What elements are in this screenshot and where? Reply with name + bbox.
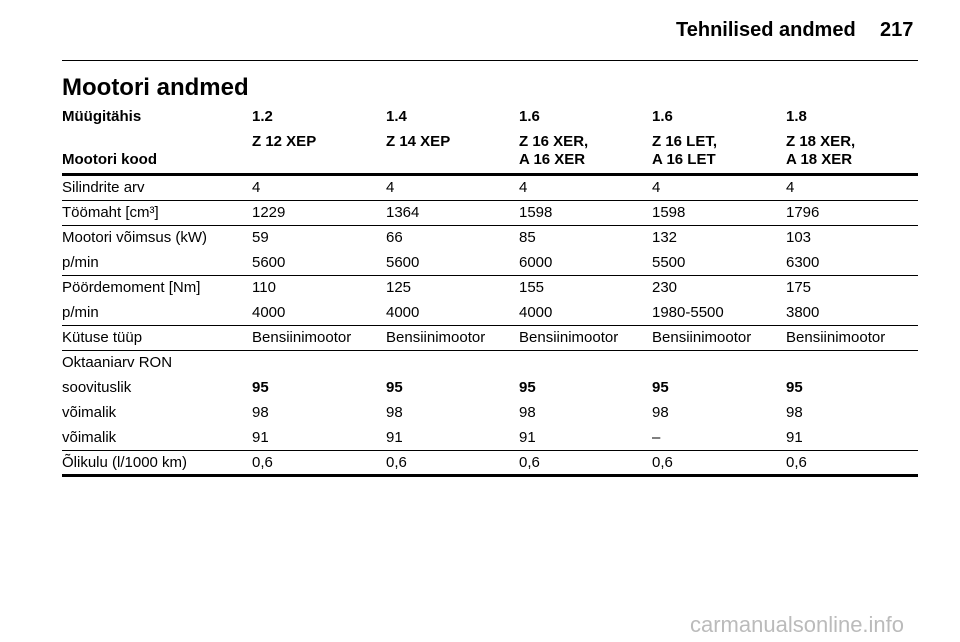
cell: 95 (252, 379, 269, 396)
header-rule (62, 60, 918, 61)
header-cell: 1.6 (519, 108, 540, 125)
page-number: 217 (880, 19, 914, 41)
header-cell: 1.8 (786, 108, 807, 125)
row-label: Pöördemoment [Nm] (62, 279, 201, 296)
cell: 95 (519, 379, 536, 396)
row-label: võimalik (62, 404, 117, 421)
cell: 4000 (386, 304, 420, 321)
header-cell: Z 16 XER, A 16 XER (519, 133, 589, 168)
cell: 5600 (252, 254, 286, 271)
cell: 1229 (252, 204, 286, 221)
cell: 4 (386, 179, 395, 196)
row-label: soovituslik (62, 379, 132, 396)
row-label: Mootori võimsus (kW) (62, 229, 208, 246)
cell: – (652, 429, 661, 446)
cell: 4000 (252, 304, 286, 321)
table-rule (62, 474, 918, 477)
cell: 175 (786, 279, 812, 296)
cell: 230 (652, 279, 678, 296)
cell: 98 (786, 404, 803, 421)
cell: 155 (519, 279, 545, 296)
cell: Bensiinimootor (652, 329, 752, 346)
cell: 1598 (652, 204, 686, 221)
watermark: carmanualsonline.info (690, 612, 905, 637)
cell: 1980-5500 (652, 304, 724, 321)
cell: 0,6 (786, 454, 807, 471)
cell: 95 (386, 379, 403, 396)
section-title: Mootori andmed (62, 74, 249, 101)
header-cell: Z 16 LET, A 16 LET (652, 133, 718, 168)
cell: 91 (786, 429, 803, 446)
cell: Bensiinimootor (386, 329, 486, 346)
cell: 3800 (786, 304, 820, 321)
cell: 91 (252, 429, 269, 446)
header-cell: 1.2 (252, 108, 273, 125)
table-rule (62, 200, 918, 201)
cell: 5500 (652, 254, 686, 271)
row-label: võimalik (62, 429, 117, 446)
header-label: Mootori kood (62, 151, 157, 168)
cell: 5600 (386, 254, 420, 271)
cell: 98 (386, 404, 403, 421)
cell: 0,6 (519, 454, 540, 471)
table-rule (62, 225, 918, 226)
row-label: p/min (62, 254, 99, 271)
cell: 66 (386, 229, 403, 246)
cell: 0,6 (652, 454, 673, 471)
row-label: p/min (62, 304, 99, 321)
cell: 91 (519, 429, 536, 446)
cell: 1364 (386, 204, 420, 221)
row-label: Oktaaniarv RON (62, 354, 173, 371)
table-rule (62, 173, 918, 176)
cell: 0,6 (252, 454, 273, 471)
header-cell: Z 14 XEP (386, 133, 451, 150)
cell: Bensiinimootor (519, 329, 619, 346)
cell: 4 (652, 179, 661, 196)
cell: 91 (386, 429, 403, 446)
cell: 132 (652, 229, 678, 246)
cell: 98 (252, 404, 269, 421)
row-label: Töömaht [cm³] (62, 204, 159, 221)
cell: 85 (519, 229, 536, 246)
cell: 59 (252, 229, 269, 246)
cell: 4 (519, 179, 528, 196)
cell: 0,6 (386, 454, 407, 471)
header-cell: 1.6 (652, 108, 673, 125)
table-rule (62, 275, 918, 276)
cell: 95 (652, 379, 669, 396)
header-cell: Z 12 XEP (252, 133, 317, 150)
header-label: Müügitähis (62, 108, 142, 125)
cell: 125 (386, 279, 412, 296)
row-label: Silindrite arv (62, 179, 145, 196)
table-rule (62, 350, 918, 351)
table-rule (62, 450, 918, 451)
cell: Bensiinimootor (786, 329, 886, 346)
cell: 110 (252, 279, 276, 296)
cell: 98 (519, 404, 536, 421)
cell: 4 (252, 179, 261, 196)
cell: Bensiinimootor (252, 329, 352, 346)
cell: 4000 (519, 304, 553, 321)
cell: 1598 (519, 204, 553, 221)
cell: 6000 (519, 254, 553, 271)
header-title: Tehnilised andmed (676, 19, 856, 41)
row-label: Õlikulu (l/1000 km) (62, 454, 188, 471)
cell: 4 (786, 179, 795, 196)
cell: 1796 (786, 204, 820, 221)
cell: 6300 (786, 254, 820, 271)
header-cell: 1.4 (386, 108, 407, 125)
cell: 95 (786, 379, 803, 396)
cell: 98 (652, 404, 669, 421)
cell: 103 (786, 229, 812, 246)
row-label: Kütuse tüüp (62, 329, 143, 346)
table-rule (62, 325, 918, 326)
header-cell: Z 18 XER, A 18 XER (786, 133, 856, 168)
